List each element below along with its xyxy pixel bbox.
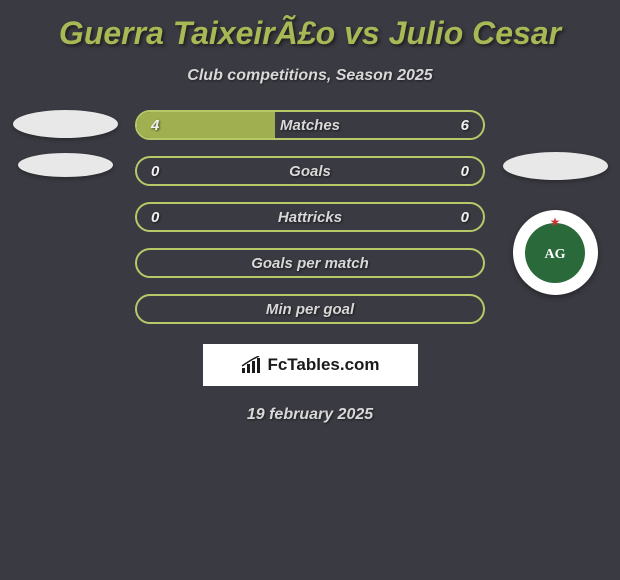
stat-label: Matches — [137, 117, 483, 134]
player2-club-badge: ★ AG — [513, 210, 598, 295]
stat-bar-hattricks: 0 Hattricks 0 — [135, 202, 485, 232]
star-icon: ★ — [550, 215, 561, 229]
stat-bar-matches: 4 Matches 6 — [135, 110, 485, 140]
svg-text:AG: AG — [545, 247, 566, 262]
stat-bar-goals: 0 Goals 0 — [135, 156, 485, 186]
stat-right-value: 6 — [461, 117, 469, 134]
stat-bar-goals-per-match: Goals per match — [135, 248, 485, 278]
club-badge-inner: AG — [525, 223, 585, 283]
player1-club-placeholder — [18, 153, 113, 177]
stat-label: Min per goal — [137, 301, 483, 318]
main-container: Guerra TaixeirÃ£o vs Julio Cesar Club co… — [0, 0, 620, 434]
stat-right-value: 0 — [461, 209, 469, 226]
stats-area: 4 Matches 6 0 Goals 0 0 Hattricks 0 Goal… — [0, 110, 620, 324]
stat-bars-column: 4 Matches 6 0 Goals 0 0 Hattricks 0 Goal… — [135, 110, 485, 324]
right-badges-column: ★ AG — [500, 110, 610, 295]
footer-date: 19 february 2025 — [0, 406, 620, 424]
page-subtitle: Club competitions, Season 2025 — [0, 67, 620, 85]
club-monogram-icon: AG — [540, 238, 570, 268]
fctables-logo-box: FcTables.com — [203, 344, 418, 386]
player1-badge-placeholder — [13, 110, 118, 138]
stat-right-value: 0 — [461, 163, 469, 180]
page-title: Guerra TaixeirÃ£o vs Julio Cesar — [0, 15, 620, 52]
fctables-logo-text: FcTables.com — [267, 355, 379, 375]
player2-badge-placeholder — [503, 152, 608, 180]
stat-bar-min-per-goal: Min per goal — [135, 294, 485, 324]
stat-label: Goals — [137, 163, 483, 180]
stat-label: Hattricks — [137, 209, 483, 226]
fctables-chart-icon — [240, 356, 262, 374]
stat-label: Goals per match — [137, 255, 483, 272]
left-badges-column — [10, 110, 120, 177]
